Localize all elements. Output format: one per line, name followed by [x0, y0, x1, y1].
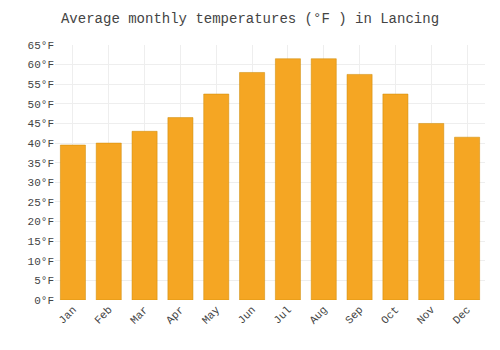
svg-text:45°F: 45°F	[28, 118, 54, 130]
svg-text:60°F: 60°F	[28, 59, 54, 71]
svg-text:40°F: 40°F	[28, 138, 54, 150]
svg-text:55°F: 55°F	[28, 79, 54, 91]
svg-text:Oct: Oct	[379, 304, 401, 326]
svg-text:Jan: Jan	[56, 304, 78, 326]
svg-text:20°F: 20°F	[28, 216, 54, 228]
svg-text:Dec: Dec	[451, 304, 473, 326]
svg-text:Jul: Jul	[271, 304, 293, 326]
svg-text:65°F: 65°F	[28, 40, 54, 52]
svg-text:10°F: 10°F	[28, 256, 54, 268]
svg-text:Aug: Aug	[307, 304, 329, 326]
svg-text:Feb: Feb	[92, 304, 114, 326]
svg-text:Jun: Jun	[236, 304, 258, 326]
svg-text:35°F: 35°F	[28, 158, 54, 170]
svg-text:Nov: Nov	[415, 304, 438, 327]
svg-text:Sep: Sep	[343, 304, 365, 326]
svg-text:Mar: Mar	[128, 304, 150, 326]
svg-text:0°F: 0°F	[34, 295, 54, 307]
svg-text:Apr: Apr	[164, 304, 186, 326]
svg-text:25°F: 25°F	[28, 197, 54, 209]
svg-text:30°F: 30°F	[28, 177, 54, 189]
svg-text:15°F: 15°F	[28, 236, 54, 248]
svg-text:50°F: 50°F	[28, 99, 54, 111]
svg-text:5°F: 5°F	[34, 275, 54, 287]
svg-text:Average monthly temperatures (: Average monthly temperatures (°F ) in La…	[61, 11, 439, 27]
svg-text:May: May	[200, 304, 223, 327]
